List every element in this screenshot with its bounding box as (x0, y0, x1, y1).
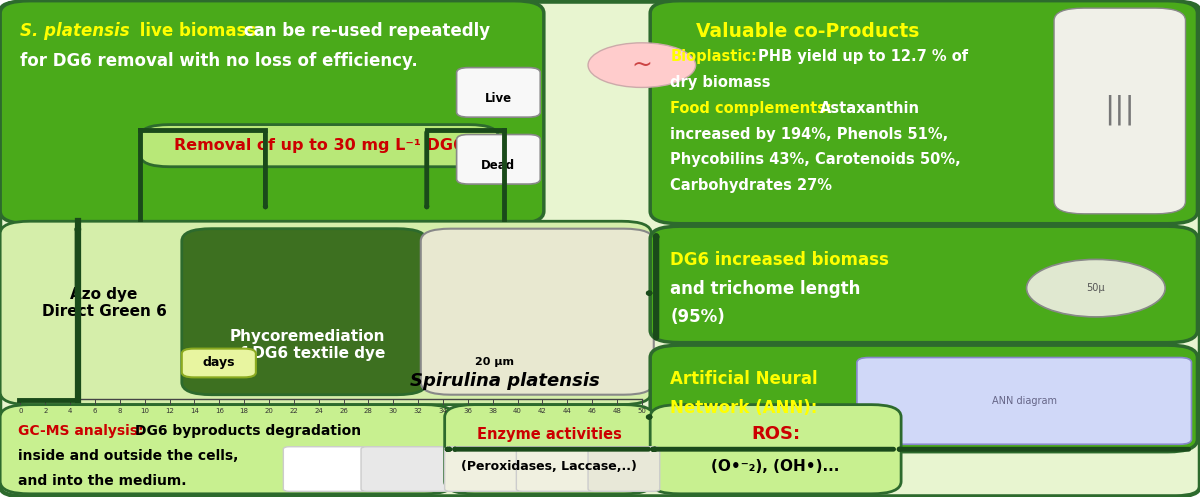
Text: ~: ~ (631, 53, 653, 77)
FancyBboxPatch shape (457, 135, 540, 184)
Text: 10: 10 (140, 408, 149, 414)
Text: 6: 6 (92, 408, 97, 414)
FancyBboxPatch shape (421, 229, 654, 395)
Text: DG6 byproducts degradation: DG6 byproducts degradation (136, 424, 361, 438)
Text: 18: 18 (240, 408, 248, 414)
Text: Astaxanthin: Astaxanthin (820, 101, 920, 116)
Text: Food complements:: Food complements: (671, 101, 833, 116)
Text: (Peroxidases, Laccase,..): (Peroxidases, Laccase,..) (461, 460, 637, 473)
Text: Removal of up to 30 mg L⁻¹ DG6: Removal of up to 30 mg L⁻¹ DG6 (174, 138, 464, 153)
Text: Live: Live (485, 92, 512, 105)
FancyBboxPatch shape (361, 447, 451, 492)
Text: ANN diagram: ANN diagram (991, 396, 1057, 406)
Text: Bioplastic:: Bioplastic: (671, 49, 757, 64)
Text: 2: 2 (43, 408, 48, 414)
Text: Azo dye
Direct Green 6: Azo dye Direct Green 6 (42, 287, 167, 319)
Text: GC-MS analysis:: GC-MS analysis: (18, 424, 144, 438)
Text: (O•⁻₂), (OH•)...: (O•⁻₂), (OH•)... (712, 459, 840, 474)
Text: Network (ANN):: Network (ANN): (671, 399, 818, 416)
Text: 20 μm: 20 μm (474, 357, 514, 367)
FancyBboxPatch shape (283, 447, 367, 492)
Text: 16: 16 (215, 408, 224, 414)
FancyBboxPatch shape (0, 221, 652, 405)
Text: S. platensis: S. platensis (20, 22, 130, 40)
Text: (95%): (95%) (671, 309, 725, 327)
Text: 46: 46 (588, 408, 596, 414)
Circle shape (588, 43, 696, 87)
Text: 22: 22 (289, 408, 299, 414)
Text: 48: 48 (612, 408, 622, 414)
Text: 4: 4 (68, 408, 72, 414)
FancyBboxPatch shape (1054, 8, 1186, 214)
Text: 20: 20 (264, 408, 274, 414)
Text: Carbohydrates 27%: Carbohydrates 27% (671, 178, 833, 193)
FancyBboxPatch shape (445, 405, 654, 494)
Text: 34: 34 (438, 408, 448, 414)
Text: 42: 42 (538, 408, 547, 414)
Text: Spirulina platensis: Spirulina platensis (409, 372, 599, 390)
FancyBboxPatch shape (516, 447, 594, 492)
FancyBboxPatch shape (650, 0, 1198, 224)
Text: inside and outside the cells,: inside and outside the cells, (18, 449, 239, 463)
FancyBboxPatch shape (650, 405, 901, 494)
FancyBboxPatch shape (857, 357, 1192, 444)
Text: 14: 14 (190, 408, 199, 414)
FancyBboxPatch shape (588, 447, 660, 492)
Text: 50: 50 (637, 408, 647, 414)
Text: DG6 increased biomass: DG6 increased biomass (671, 251, 889, 269)
Text: increased by 194%, Phenols 51%,: increased by 194%, Phenols 51%, (671, 127, 949, 142)
Text: 24: 24 (314, 408, 323, 414)
Text: ROS:: ROS: (751, 425, 800, 443)
Text: days: days (203, 356, 235, 369)
Text: live biomass: live biomass (134, 22, 257, 40)
Text: and trichome length: and trichome length (671, 280, 860, 298)
Text: for DG6 removal with no loss of efficiency.: for DG6 removal with no loss of efficien… (20, 52, 419, 70)
Text: 0: 0 (18, 408, 23, 414)
Text: 38: 38 (488, 408, 497, 414)
Text: 32: 32 (414, 408, 422, 414)
FancyBboxPatch shape (181, 229, 427, 395)
Text: |||: ||| (1104, 94, 1135, 125)
Text: 40: 40 (514, 408, 522, 414)
Text: Enzyme activities: Enzyme activities (476, 427, 622, 442)
FancyBboxPatch shape (650, 226, 1198, 342)
Text: 28: 28 (364, 408, 373, 414)
Text: 36: 36 (463, 408, 473, 414)
Text: 30: 30 (389, 408, 397, 414)
Text: and into the medium.: and into the medium. (18, 474, 186, 488)
FancyBboxPatch shape (140, 125, 498, 166)
FancyBboxPatch shape (0, 0, 544, 224)
FancyBboxPatch shape (445, 447, 522, 492)
Text: Dead: Dead (481, 159, 516, 171)
Text: 50μ: 50μ (1086, 283, 1105, 293)
FancyBboxPatch shape (181, 348, 256, 377)
Text: Phycoremediation
of DG6 textile dye: Phycoremediation of DG6 textile dye (229, 329, 385, 361)
Text: Valuable co-Products: Valuable co-Products (696, 22, 919, 41)
FancyBboxPatch shape (650, 345, 1198, 452)
Text: 12: 12 (166, 408, 174, 414)
FancyBboxPatch shape (0, 405, 455, 494)
FancyBboxPatch shape (457, 68, 540, 117)
Text: 8: 8 (118, 408, 122, 414)
Text: PHB yield up to 12.7 % of: PHB yield up to 12.7 % of (757, 49, 968, 64)
Circle shape (1026, 259, 1165, 317)
Text: Phycobilins 43%, Carotenoids 50%,: Phycobilins 43%, Carotenoids 50%, (671, 153, 961, 167)
Text: 26: 26 (340, 408, 348, 414)
Text: 44: 44 (563, 408, 571, 414)
Text: dry biomass: dry biomass (671, 75, 770, 90)
Text: can be re-used repeatedly: can be re-used repeatedly (238, 22, 490, 40)
Text: Artificial Neural: Artificial Neural (671, 370, 818, 388)
